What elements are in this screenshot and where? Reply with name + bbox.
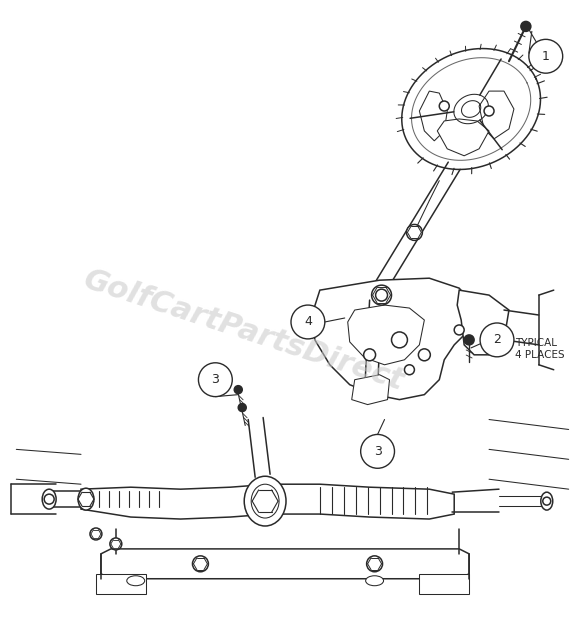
Circle shape [407,224,422,240]
Text: 3: 3 [374,445,382,458]
Circle shape [480,323,514,357]
Circle shape [484,106,494,116]
Circle shape [521,22,531,31]
Text: GolfCartPartsDirect: GolfCartPartsDirect [80,266,408,397]
Polygon shape [457,290,509,355]
Polygon shape [419,91,447,141]
Circle shape [372,285,392,305]
Circle shape [110,538,122,550]
Circle shape [418,349,430,361]
Circle shape [454,325,464,335]
Circle shape [361,434,394,468]
Ellipse shape [251,484,279,518]
Polygon shape [101,549,469,579]
Circle shape [404,365,414,375]
Circle shape [543,497,551,505]
Circle shape [238,404,246,412]
Circle shape [44,494,54,504]
Polygon shape [419,574,469,594]
Polygon shape [437,119,489,156]
Circle shape [392,332,407,348]
Polygon shape [479,91,514,139]
Polygon shape [96,574,146,594]
Circle shape [367,556,383,572]
Polygon shape [312,278,474,399]
Circle shape [90,528,102,540]
Ellipse shape [42,489,56,509]
Ellipse shape [127,576,144,585]
Circle shape [234,385,242,394]
Text: TYPICAL
4 PLACES: TYPICAL 4 PLACES [515,338,564,359]
Text: 4: 4 [304,315,312,329]
Ellipse shape [541,492,553,510]
Text: 2: 2 [493,333,501,347]
Polygon shape [348,305,425,365]
Circle shape [529,39,563,73]
Circle shape [193,556,208,572]
Circle shape [198,363,232,397]
Polygon shape [351,375,390,404]
Ellipse shape [78,488,94,510]
Polygon shape [81,484,454,519]
Circle shape [291,305,325,339]
Circle shape [376,289,387,301]
Ellipse shape [244,476,286,526]
Circle shape [464,335,474,345]
Circle shape [439,101,450,111]
Ellipse shape [365,576,383,585]
Text: 1: 1 [542,50,550,63]
Circle shape [364,349,376,361]
Text: 3: 3 [212,373,219,386]
